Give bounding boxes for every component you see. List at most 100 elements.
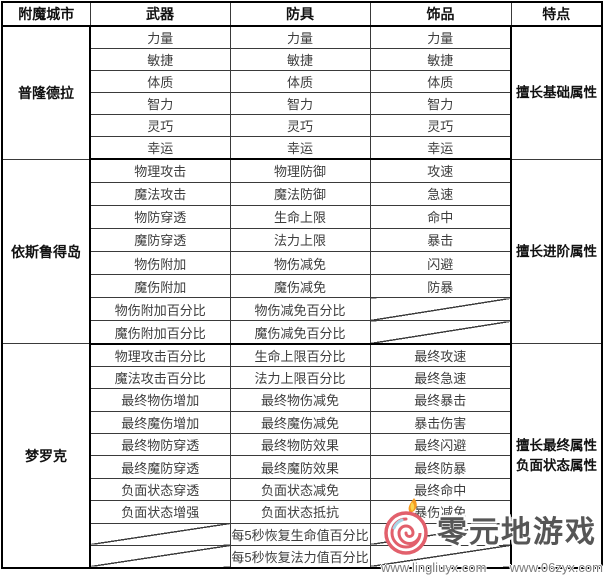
- attribute-cell: 物防穿透: [89, 204, 231, 229]
- table-row: 最终魔防穿透 最终魔防效果 最终防暴: [2, 455, 602, 479]
- attribute-cell: 魔伤附加: [89, 274, 231, 299]
- city-cell: 梦罗克: [1, 343, 91, 569]
- attribute-cell: 负面状态减免: [229, 477, 371, 502]
- table-row: 物伤附加百分比 物伤减免百分比: [2, 297, 602, 322]
- attribute-cell: 力量: [369, 25, 512, 49]
- attribute-cell: 法力上限: [229, 227, 371, 253]
- attribute-cell: 最终物防穿透: [89, 432, 231, 457]
- table-row: 梦罗克 物理攻击百分比 生命上限百分比 最终攻速 擅长最终属性 负面状态属性: [1, 343, 603, 569]
- table-header-row: 附魔城市 武器 防具 饰品 特点: [1, 1, 603, 27]
- trait-line: 擅长基础属性: [516, 85, 597, 101]
- attribute-cell: 幸运: [89, 136, 231, 161]
- attribute-cell: 负面状态穿透: [89, 477, 231, 502]
- trait-line: 擅长最终属性: [516, 438, 597, 454]
- table-row: 魔伤附加百分比 魔伤减免百分比: [2, 320, 602, 345]
- column-header-2: 防具: [229, 1, 371, 27]
- attribute-cell: 最终魔防效果: [229, 455, 371, 479]
- attribute-cell: 暴击: [369, 227, 512, 253]
- attribute-cell: 幸运: [229, 136, 371, 161]
- attribute-cell: 魔法攻击: [89, 181, 231, 206]
- attribute-cell: 智力: [229, 92, 371, 116]
- attribute-cell: 体质: [229, 69, 371, 94]
- attribute-cell: 魔防穿透: [89, 227, 231, 253]
- table-row: 负面状态穿透 负面状态减免 最终命中: [2, 477, 602, 502]
- column-header-0: 附魔城市: [1, 1, 91, 27]
- table-row: 普隆德拉 力量 力量 力量 擅长基础属性: [1, 25, 603, 160]
- attribute-cell: 最终魔防穿透: [89, 455, 231, 479]
- column-header-4: 特点: [510, 1, 603, 27]
- attribute-cell: 灵巧: [89, 114, 231, 138]
- table-row: 最终物防穿透 最终物防效果 最终闪避: [2, 432, 602, 457]
- table-row: 依斯鲁得岛 物理攻击 物理防御 攻速擅长进阶属性: [1, 158, 603, 345]
- attribute-cell: 灵巧: [229, 114, 371, 138]
- attribute-cell: 最终物伤减免: [229, 388, 371, 412]
- attribute-cell: 敏捷: [369, 47, 512, 71]
- attribute-cell: 物伤附加百分比: [89, 297, 231, 322]
- table-row: 物伤附加 物伤减免 闪避: [2, 250, 602, 276]
- attribute-cell: 最终攻速: [369, 343, 512, 367]
- attribute-cell: 暴击伤害: [369, 410, 512, 434]
- attribute-cell: 幸运: [369, 136, 512, 161]
- attribute-cell: 物伤减免: [229, 250, 371, 276]
- attribute-cell: 体质: [89, 69, 231, 94]
- attribute-cell: 每5秒恢复法力值百分比: [229, 544, 371, 569]
- crossed-cell: [369, 297, 512, 322]
- crossed-cell: [89, 522, 231, 546]
- table-row: 智力 智力 智力: [2, 92, 602, 116]
- attribute-cell: 攻速: [369, 158, 512, 183]
- attribute-cell: 生命上限: [229, 204, 371, 229]
- attribute-cell: 物伤附加: [89, 250, 231, 276]
- attribute-cell: 最终闪避: [369, 432, 512, 457]
- attribute-cell: 暴伤减免: [369, 500, 512, 524]
- crossed-cell: [89, 544, 231, 569]
- trait-cell: 擅长基础属性: [510, 25, 603, 160]
- attribute-cell: 最终急速: [369, 365, 512, 390]
- attribute-cell: 闪避: [369, 250, 512, 276]
- column-header-1: 武器: [89, 1, 231, 27]
- attribute-cell: 命中: [369, 204, 512, 229]
- attribute-cell: 物理防御: [229, 158, 371, 183]
- attribute-cell: 最终魔伤减免: [229, 410, 371, 434]
- attribute-cell: 魔法防御: [229, 181, 371, 206]
- column-header-3: 饰品: [369, 1, 512, 27]
- attribute-cell: 智力: [89, 92, 231, 116]
- attribute-cell: 生命上限百分比: [229, 343, 371, 367]
- attribute-cell: 智力: [369, 92, 512, 116]
- attribute-cell: 敏捷: [89, 47, 231, 71]
- table-row: 最终魔伤增加 最终魔伤减免 暴击伤害: [2, 410, 602, 434]
- attribute-cell: 最终物防效果: [229, 432, 371, 457]
- table-row: 幸运 幸运 幸运: [2, 136, 602, 161]
- trait-line: 负面状态属性: [516, 457, 597, 473]
- attribute-cell: 法力上限百分比: [229, 365, 371, 390]
- attribute-cell: 灵巧: [369, 114, 512, 138]
- crossed-cell: [369, 544, 512, 569]
- attribute-cell: 负面状态抵抗: [229, 500, 371, 524]
- trait-line: 擅长进阶属性: [516, 243, 597, 259]
- attribute-cell: 力量: [229, 25, 371, 49]
- attribute-cell: 魔伤减免: [229, 274, 371, 299]
- attribute-cell: 魔法攻击百分比: [89, 365, 231, 390]
- attribute-cell: 力量: [89, 25, 231, 49]
- table-row: 魔防穿透 法力上限 暴击: [2, 227, 602, 253]
- attribute-cell: 最终物伤增加: [89, 388, 231, 412]
- attribute-cell: 最终防暴: [369, 455, 512, 479]
- city-cell: 依斯鲁得岛: [1, 158, 91, 345]
- table-row: 灵巧 灵巧 灵巧: [2, 114, 602, 138]
- table-row: 最终物伤增加 最终物伤减免 最终暴击: [2, 388, 602, 412]
- city-cell: 普隆德拉: [1, 25, 91, 160]
- attribute-cell: 负面状态增强: [89, 500, 231, 524]
- attribute-cell: 物伤减免百分比: [229, 297, 371, 322]
- table-row: 敏捷 敏捷 敏捷: [2, 47, 602, 71]
- attribute-cell: 最终魔伤增加: [89, 410, 231, 434]
- trait-cell: 擅长最终属性 负面状态属性: [510, 343, 603, 569]
- attribute-cell: 魔伤附加百分比: [89, 320, 231, 345]
- attribute-cell: 物理攻击: [89, 158, 231, 183]
- attribute-cell: 每5秒恢复生命值百分比: [229, 522, 371, 546]
- trait-cell: 擅长进阶属性: [510, 158, 603, 345]
- attribute-cell: 敏捷: [229, 47, 371, 71]
- table-row: 魔法攻击百分比 法力上限百分比 最终急速: [2, 365, 602, 390]
- table-row: 每5秒恢复法力值百分比: [2, 544, 602, 569]
- table-row: 体质 体质 体质: [2, 69, 602, 94]
- crossed-cell: [369, 522, 512, 546]
